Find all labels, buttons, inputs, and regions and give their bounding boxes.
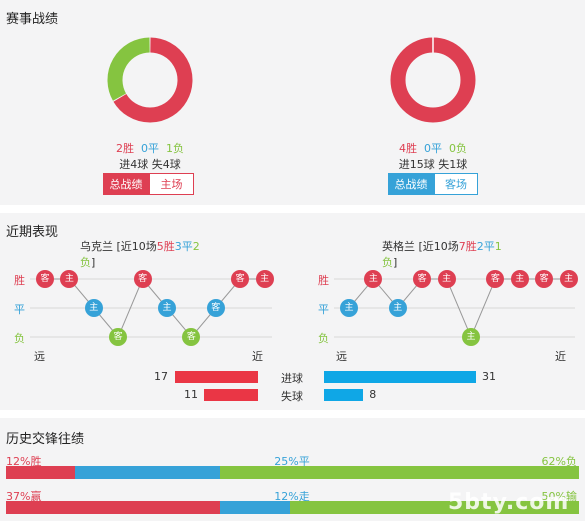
left-team-summary: 乌克兰 [近10场5胜3平2负]: [80, 238, 210, 270]
stat-goals-left-value: 17: [154, 370, 168, 383]
left-goals: 进4球 失4球: [119, 158, 181, 171]
right-form-match-dot[interactable]: 主: [340, 299, 358, 317]
left-form-match-dot[interactable]: 客: [182, 328, 201, 346]
left-draw-count: 0平: [141, 142, 159, 155]
right-form-match-dot[interactable]: 主: [388, 299, 407, 317]
record-section: 赛事战绩 2胜 0平 1负 进4球 失4球 4胜 0平 0负 进15球 失1球 …: [0, 0, 585, 205]
right-loss-count: 0负: [449, 142, 467, 155]
right-row-label-loss: 负: [318, 332, 329, 345]
history-row1-segment-a: [6, 466, 76, 479]
history-row2-segment-c: [289, 501, 579, 514]
right-form-match-dot[interactable]: 主: [462, 328, 480, 346]
right-goals: 进15球 失1球: [398, 158, 468, 171]
right-sum-wins: 7胜: [458, 240, 477, 253]
right-form-match-dot[interactable]: 客: [535, 270, 554, 288]
left-form-match-dot[interactable]: 主: [158, 299, 176, 317]
left-record-donut: [107, 37, 193, 123]
left-sum-wins: 5胜: [156, 240, 175, 253]
history-row1-segment-b: [75, 466, 221, 479]
left-far-label: 远: [34, 350, 45, 363]
left-form-chart: 客主主客客主客客客主: [0, 213, 290, 353]
stat-goals-right-value: 31: [482, 370, 496, 383]
history-row1-a: 12%胜: [6, 455, 42, 468]
left-team-name: 乌克兰: [80, 240, 113, 253]
watermark: 5bty.com: [448, 490, 570, 515]
right-draw-count: 0平: [424, 142, 442, 155]
history-row2-a: 37%赢: [6, 490, 42, 503]
stat-conceded-label: 失球: [281, 390, 303, 403]
right-form-chart: 主主主客主主客主客主: [0, 213, 585, 353]
history-row1-segment-c: [220, 466, 579, 479]
history-row2-segment-a: [6, 501, 221, 514]
left-form-match-dot[interactable]: 客: [36, 270, 54, 288]
history-section: 历史交锋往绩 12%胜 25%平 62%负 37%赢 12%走 50%输 5bt…: [0, 418, 585, 521]
left-row-label-draw: 平: [14, 303, 25, 316]
right-form-match-dot[interactable]: 客: [486, 270, 505, 288]
history-row2-bar: [6, 501, 579, 514]
left-tab-overall[interactable]: 总战绩: [103, 173, 149, 195]
history-row1-c: 62%负: [541, 455, 577, 468]
left-loss-count: 1负: [166, 142, 184, 155]
left-row-label-win: 胜: [14, 274, 25, 287]
right-record-donut: [390, 37, 476, 123]
stat-goals-left-bar: [174, 371, 258, 383]
right-form-match-dot[interactable]: 主: [364, 270, 383, 288]
right-sum-suffix: ]: [393, 256, 398, 269]
right-win-count: 4胜: [399, 142, 417, 155]
right-tab-away[interactable]: 客场: [434, 173, 478, 195]
right-form-match-dot[interactable]: 客: [413, 270, 432, 288]
left-tab-home[interactable]: 主场: [149, 173, 194, 195]
left-donut-slice-win: [113, 37, 193, 123]
left-form-match-dot[interactable]: 主: [84, 299, 103, 317]
right-form-trend-line: [348, 278, 569, 339]
right-team-name: 英格兰: [382, 240, 415, 253]
right-sum-losses: 1负: [382, 240, 502, 269]
stat-conceded-right-value: 8: [369, 388, 377, 401]
left-sum-suffix: ]: [91, 256, 96, 269]
recent-title: 近期表现: [6, 225, 59, 240]
right-form-match-dot[interactable]: 主: [437, 270, 456, 288]
left-form-match-dot[interactable]: 客: [231, 270, 250, 288]
right-far-label: 远: [336, 350, 347, 363]
stat-conceded-right-bar: [324, 389, 364, 401]
stat-goals-label: 进球: [281, 372, 303, 385]
left-row-label-loss: 负: [14, 332, 25, 345]
history-title: 历史交锋往绩: [6, 432, 85, 447]
right-near-label: 近: [555, 350, 566, 363]
stat-goals-right-bar: [324, 371, 476, 383]
history-row2-c: 50%输: [541, 490, 577, 503]
stat-conceded-left-value: 11: [184, 388, 198, 401]
right-donut-slice-win: [390, 37, 476, 123]
left-near-label: 近: [252, 350, 263, 363]
left-form-match-dot[interactable]: 客: [109, 328, 128, 346]
left-form-match-dot[interactable]: 客: [206, 299, 225, 317]
right-row-label-win: 胜: [318, 274, 329, 287]
right-team-summary: 英格兰 [近10场7胜2平1负]: [382, 238, 512, 270]
left-record-summary: 2胜 0平 1负: [90, 140, 210, 156]
history-row2-segment-b: [220, 501, 290, 514]
recent-section: 近期表现 乌克兰 [近10场5胜3平2负] 英格兰 [近10场7胜2平1负] 胜…: [0, 213, 585, 410]
right-sum-draws: 2平: [476, 240, 495, 253]
left-sum-losses: 2负: [80, 240, 200, 269]
right-record-summary: 4胜 0平 0负: [373, 140, 493, 156]
left-form-trend-line: [45, 278, 265, 338]
right-tab-overall[interactable]: 总战绩: [388, 173, 434, 195]
history-row1-b: 25%平: [274, 455, 310, 468]
right-sum-prefix: [近10场: [415, 240, 459, 253]
left-sum-draws: 3平: [174, 240, 193, 253]
stat-conceded-left-bar: [204, 389, 258, 401]
history-row2-b: 12%走: [274, 490, 310, 503]
history-row1-bar: [6, 466, 579, 479]
left-form-match-dot[interactable]: 主: [60, 270, 79, 288]
left-form-match-dot[interactable]: 主: [255, 270, 274, 288]
right-row-label-draw: 平: [318, 303, 329, 316]
record-title: 赛事战绩: [6, 12, 59, 27]
right-form-match-dot[interactable]: 主: [559, 270, 578, 288]
left-sum-prefix: [近10场: [113, 240, 157, 253]
left-donut-slice-loss: [107, 37, 151, 101]
left-win-count: 2胜: [116, 142, 134, 155]
right-form-match-dot[interactable]: 主: [510, 270, 529, 288]
left-form-match-dot[interactable]: 客: [133, 270, 152, 288]
